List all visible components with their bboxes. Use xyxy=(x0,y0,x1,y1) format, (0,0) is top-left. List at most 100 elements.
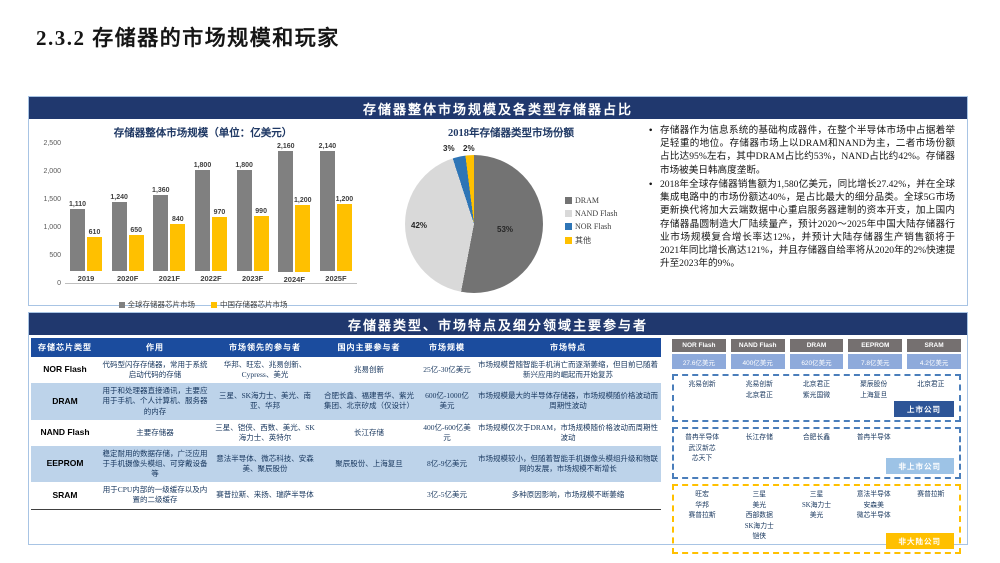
memory-type-table: 存储芯片类型 作用 市场领先的参与者 国内主要参与者 市场规模 市场特点 NOR Flas… xyxy=(29,335,663,546)
y-tick-label: 2,000 xyxy=(43,168,61,175)
table-cell: 华邦、旺宏、兆易创新、Cypress、美光 xyxy=(223,360,307,380)
bar xyxy=(111,201,127,271)
table-cell: 8亿-9亿美元 xyxy=(427,459,467,468)
bar-value-label: 970 xyxy=(213,208,226,216)
bar-value-label: 1,360 xyxy=(152,186,170,194)
bar-pair: 2,140 1,200 xyxy=(318,143,353,271)
diagram-size-label: 4.2亿美元 xyxy=(907,354,961,369)
bar xyxy=(211,216,227,271)
table-cell: 稳定耐用的数据存储，广泛应用于手机摄像头模组、可穿戴设备等 xyxy=(102,448,208,479)
diagram-company-column: 三星 美光 西部数据 SK海力士 铠侠 xyxy=(733,490,785,548)
bar-group: 2,160 1,200 2024F xyxy=(277,143,312,284)
bar-legend-label: 中国存储器芯片市场 xyxy=(220,300,288,309)
bar-chart-plot-row: 0 500 1,000 1,500 2,000 2,500 1,110 610 2019 1,2… xyxy=(33,140,377,295)
bar xyxy=(295,204,311,272)
diagram-company-column: 北京君正 xyxy=(905,380,957,416)
table-cell: 市场规模最大的半导体存储器，市场规模随价格波动而周期性波动 xyxy=(478,391,658,411)
company-name: 芯天下 xyxy=(691,455,713,463)
pie-graphic xyxy=(405,155,543,293)
bar-value-label: 2,160 xyxy=(277,143,295,150)
table-cell: 聚辰股份、上海复旦 xyxy=(335,459,403,468)
bar-chart-y-axis: 0 500 1,000 1,500 2,000 2,500 xyxy=(33,140,65,287)
bar-group: 1,360 840 2021F xyxy=(152,143,186,283)
bar-value-label: 840 xyxy=(171,215,184,223)
diagram-size-label: 7.8亿美元 xyxy=(848,354,903,369)
table-cell xyxy=(319,482,419,510)
legend-swatch-icon xyxy=(211,301,217,308)
y-tick-label: 1,500 xyxy=(43,196,61,203)
company-name: 西部数据 xyxy=(745,512,773,520)
diagram-header-cell: SRAM 4.2亿美元 xyxy=(907,339,961,369)
pie-wrap: 53% 42% 3% 2% xyxy=(399,143,549,299)
table-header-cell: 国内主要参与者 xyxy=(319,338,419,357)
table-cell: 三星、铠侠、西数、美光、SK海力士、英特尔 xyxy=(215,422,315,442)
bar xyxy=(87,236,102,271)
unlisted-tag: 非上市公司 xyxy=(885,458,954,474)
table-cell: 合肥长鑫、福建晋华、紫光集团、北京矽成（仅设计） xyxy=(324,391,414,411)
group-foreign: 旺宏 华邦 赛普拉斯 三星 美光 西部数据 SK海力士 铠侠 三星 SK海力士 美光 意法半导体 安森美… xyxy=(672,484,961,554)
diagram-company-column: 长江存储 xyxy=(733,433,785,473)
diagram-company-column: 兆易创新 北京君正 xyxy=(733,380,785,416)
section-types-players: 存储器类型、市场特点及细分领域主要参与者 存储芯片类型 作用 市场领先的参与者 国内主… xyxy=(28,312,968,554)
bar-wrap: 970 xyxy=(211,208,227,271)
bar-value-label: 1,110 xyxy=(68,200,87,208)
table-cell: 赛普拉斯、来扬、瑞萨半导体 xyxy=(211,482,319,510)
bar-value-label: 2,140 xyxy=(318,143,337,151)
company-name: 普冉半导体 xyxy=(685,434,720,441)
company-name: 美光 xyxy=(752,501,767,509)
foreign-tag: 非大陆公司 xyxy=(885,533,954,549)
bar-category-label: 2019 xyxy=(77,274,95,283)
section2-body: 存储芯片类型 作用 市场领先的参与者 国内主要参与者 市场规模 市场特点 NOR Flas… xyxy=(29,335,967,554)
bar-value-label: 610 xyxy=(88,228,101,236)
table-cell: 三星、SK海力士、美光、南亚、华邦 xyxy=(218,391,312,411)
bar xyxy=(253,215,269,271)
table-cell: 400亿-600亿美元 xyxy=(423,422,471,442)
company-name: 赛普拉斯 xyxy=(917,491,945,498)
diagram-company-column: 兆易创新 xyxy=(676,380,728,416)
pie-legend-label: NOR Flash xyxy=(575,222,612,231)
table-header-cell: 市场规模 xyxy=(419,338,475,357)
group-listed: 兆易创新 兆易创新 北京君正 北京君正 紫光国微 聚辰股份 上海复旦 北京君正 上市公司 xyxy=(672,374,961,422)
table-header-cell: 作用 xyxy=(99,338,211,357)
legend-swatch-icon xyxy=(118,301,125,308)
pie-percent-label: 2% xyxy=(463,144,475,153)
company-name: 北京君正 xyxy=(802,381,831,388)
company-name: 美光 xyxy=(809,512,824,520)
table-header-cell: 存储芯片类型 xyxy=(31,338,99,357)
commentary: 存储器作为信息系统的基础构成器件，在整个半导体市场中占据着举足轻重的地位。存储器… xyxy=(645,119,967,305)
bar-wrap: 1,240 xyxy=(110,193,128,271)
table: 存储芯片类型 作用 市场领先的参与者 国内主要参与者 市场规模 市场特点 NOR Flas… xyxy=(31,338,661,510)
table-cell: 兆易创新 xyxy=(354,365,384,375)
company-name: 旺宏 xyxy=(695,491,709,498)
company-name: 华邦 xyxy=(695,501,709,509)
bar-category-label: 2025F xyxy=(325,274,347,283)
table-cell-type: NAND Flash xyxy=(40,427,90,438)
bar-wrap: 1,200 xyxy=(294,197,312,272)
diagram-company-column: 聚辰股份 上海复旦 xyxy=(848,380,900,416)
pie-legend-item: 其他 xyxy=(565,235,617,246)
pie-chart-legend: DRAM NAND Flash NOR Flash 其他 xyxy=(565,192,617,250)
company-name: 北京君正 xyxy=(745,391,773,399)
pie-legend-item: NOR Flash xyxy=(565,222,617,231)
bar xyxy=(319,151,335,271)
bar xyxy=(236,170,252,271)
diagram-type-label: NAND Flash xyxy=(730,339,785,352)
bar-value-label: 990 xyxy=(255,207,267,215)
table-cell: 600亿-1000亿美元 xyxy=(425,391,469,411)
diagram-header-cell: NAND Flash 400亿美元 xyxy=(730,339,785,369)
diagram-company-column: 合肥长鑫 xyxy=(790,433,842,473)
table-row: EEPROM 稳定耐用的数据存储，广泛应用于手机摄像头模组、可穿戴设备等 意法半导体… xyxy=(31,445,661,483)
bar-category-label: 2021F xyxy=(158,274,180,283)
diagram-type-label: DRAM xyxy=(789,339,844,352)
listed-tag: 上市公司 xyxy=(894,401,954,417)
bar-value-label: 1,240 xyxy=(110,193,128,201)
diagram-company-column: 旺宏 华邦 赛普拉斯 xyxy=(676,490,728,548)
group-unlisted: 普冉半导体 武汉新芯 芯天下 长江存储 合肥长鑫 普冉半导体 非上市公司 xyxy=(672,427,961,479)
bullet-item: 2018年全球存储器销售额为1,580亿美元，同比增长27.42%，并在全球集成… xyxy=(649,178,955,271)
legend-swatch-icon xyxy=(565,237,572,244)
bar xyxy=(128,234,144,271)
company-name: 意法半导体 xyxy=(856,491,891,498)
table-row: NAND Flash 主要存储器 三星、铠侠、西数、美光、SK海力士、英特尔 长江存储… xyxy=(31,420,661,446)
company-name: 三星 xyxy=(809,491,824,498)
